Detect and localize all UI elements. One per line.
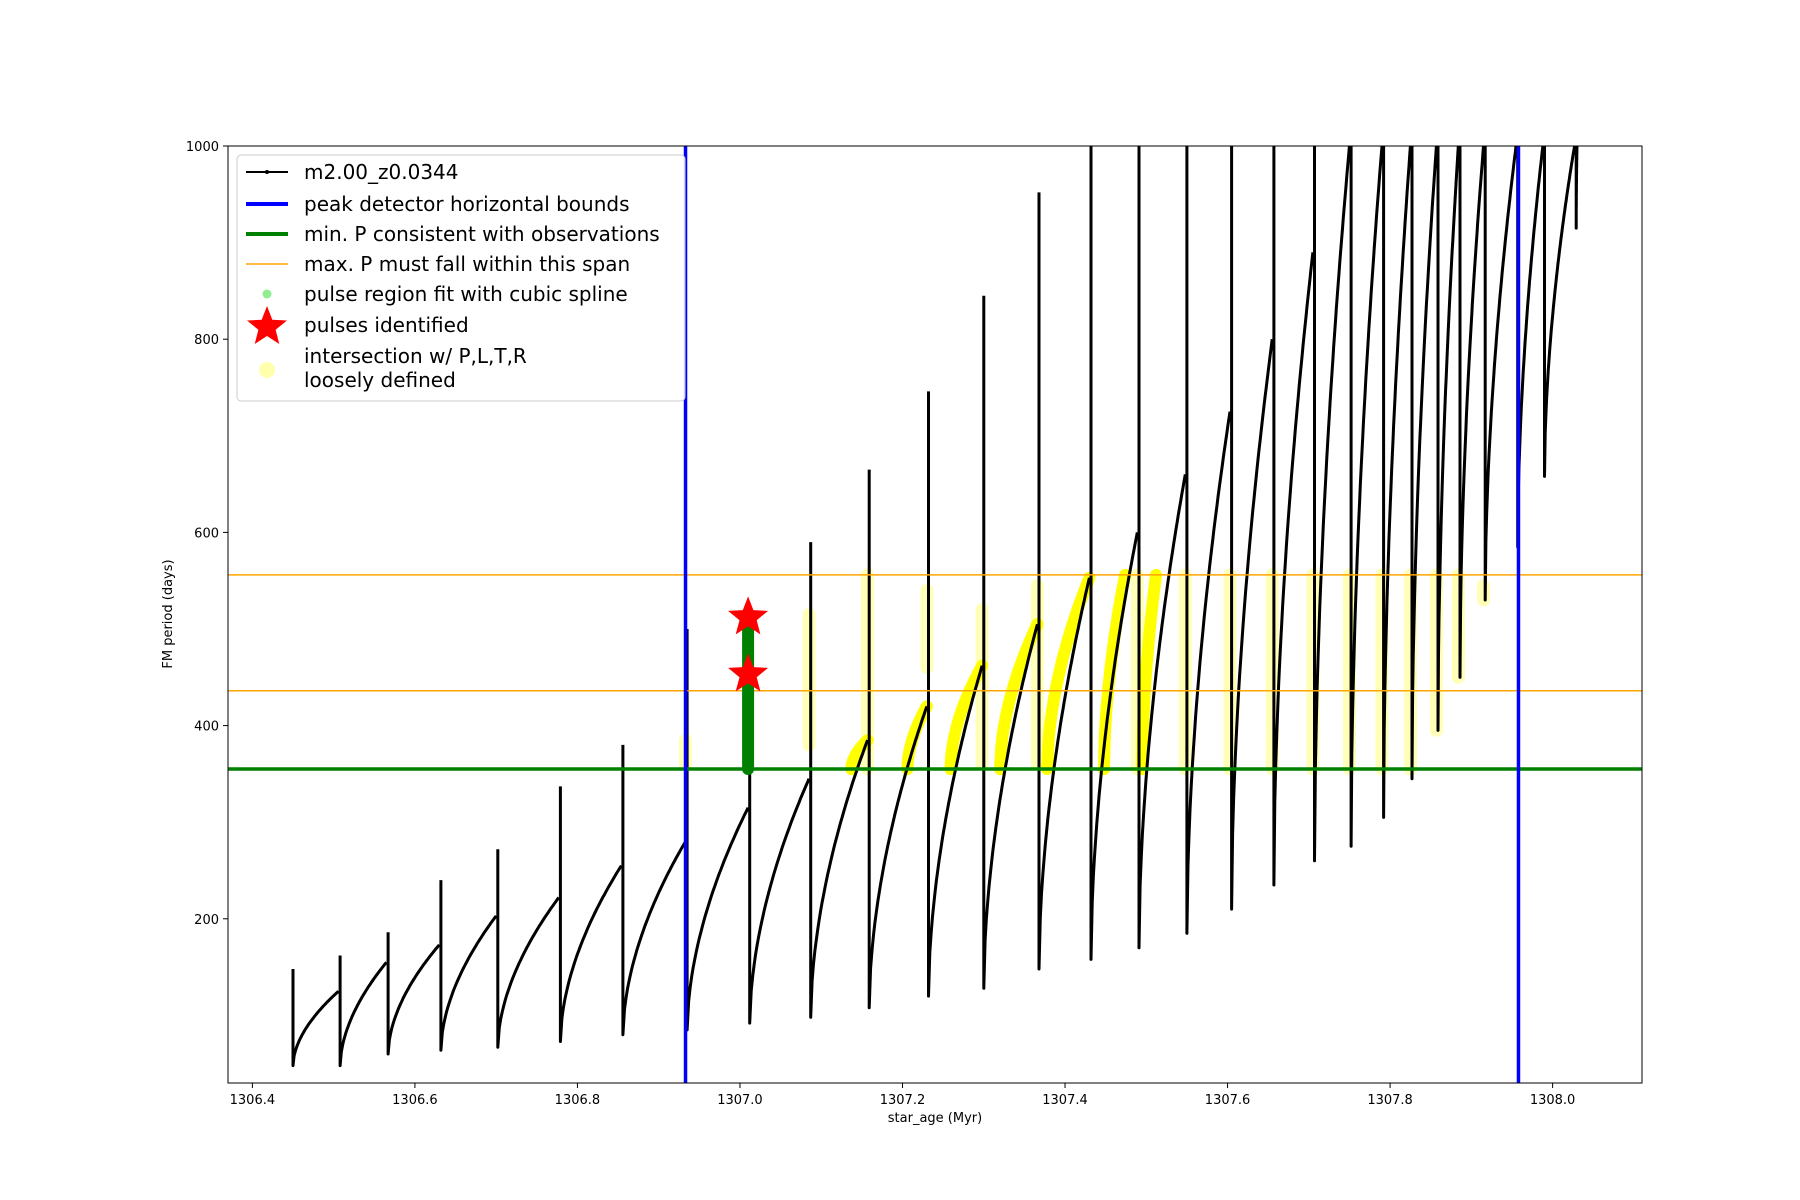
series-m2-curve: [291, 146, 1579, 1068]
axes: 1306.4 1306.6 1306.8 1307.0 1307.2 1307.4 1307…: [186, 140, 1575, 1108]
x-tick-label: 1306.4: [230, 1093, 276, 1108]
legend-label: pulse region fit with cubic spline: [304, 282, 628, 306]
legend-handle-marker: [265, 170, 269, 174]
x-axis-title: star_age (Myr): [888, 1111, 982, 1126]
pulse-star-marker: [728, 653, 769, 692]
legend-label: peak detector horizontal bounds: [304, 192, 630, 216]
intersection-arc: [1041, 571, 1096, 776]
legend-label: intersection w/ P,L,T,R: [304, 344, 527, 368]
legend-label: m2.00_z0.0344: [304, 160, 459, 184]
plot-frame: [227, 145, 1643, 1084]
plot-area: [228, 146, 1642, 1083]
intersection-arc: [1136, 568, 1162, 776]
x-tick-label: 1306.8: [555, 1093, 601, 1108]
x-tick-label: 1307.8: [1367, 1093, 1413, 1108]
legend-handle-star: [247, 306, 287, 344]
legend-handle-marker: [259, 362, 275, 378]
x-tick-label: 1306.6: [392, 1093, 438, 1108]
y-tick-label: 800: [194, 333, 219, 348]
legend-label: min. P consistent with observations: [304, 222, 660, 246]
x-tick-label: 1307.6: [1205, 1093, 1251, 1108]
intersection-arc: [845, 734, 874, 776]
intersection-arc: [1098, 568, 1132, 776]
y-axis-title: FM period (days): [161, 559, 176, 668]
legend-label: loosely defined: [304, 368, 456, 392]
x-tick-label: 1307.0: [717, 1093, 763, 1108]
legend-label: pulses identified: [304, 313, 469, 337]
intersection-arc: [994, 618, 1044, 776]
y-tick-label: 400: [194, 720, 219, 735]
pulse-star-marker: [728, 596, 769, 635]
x-tick-label: 1308.0: [1530, 1093, 1576, 1108]
x-tick-label: 1307.4: [1042, 1093, 1088, 1108]
x-tick-label: 1307.2: [880, 1093, 926, 1108]
legend-box: [236, 154, 686, 402]
intersection-arc: [944, 659, 989, 776]
y-tick-label: 600: [194, 526, 219, 541]
y-tick-label: 200: [194, 913, 219, 928]
y-tick-label: 1000: [186, 140, 219, 155]
legend-handle-marker: [262, 289, 272, 299]
legend-label: max. P must fall within this span: [304, 252, 630, 276]
